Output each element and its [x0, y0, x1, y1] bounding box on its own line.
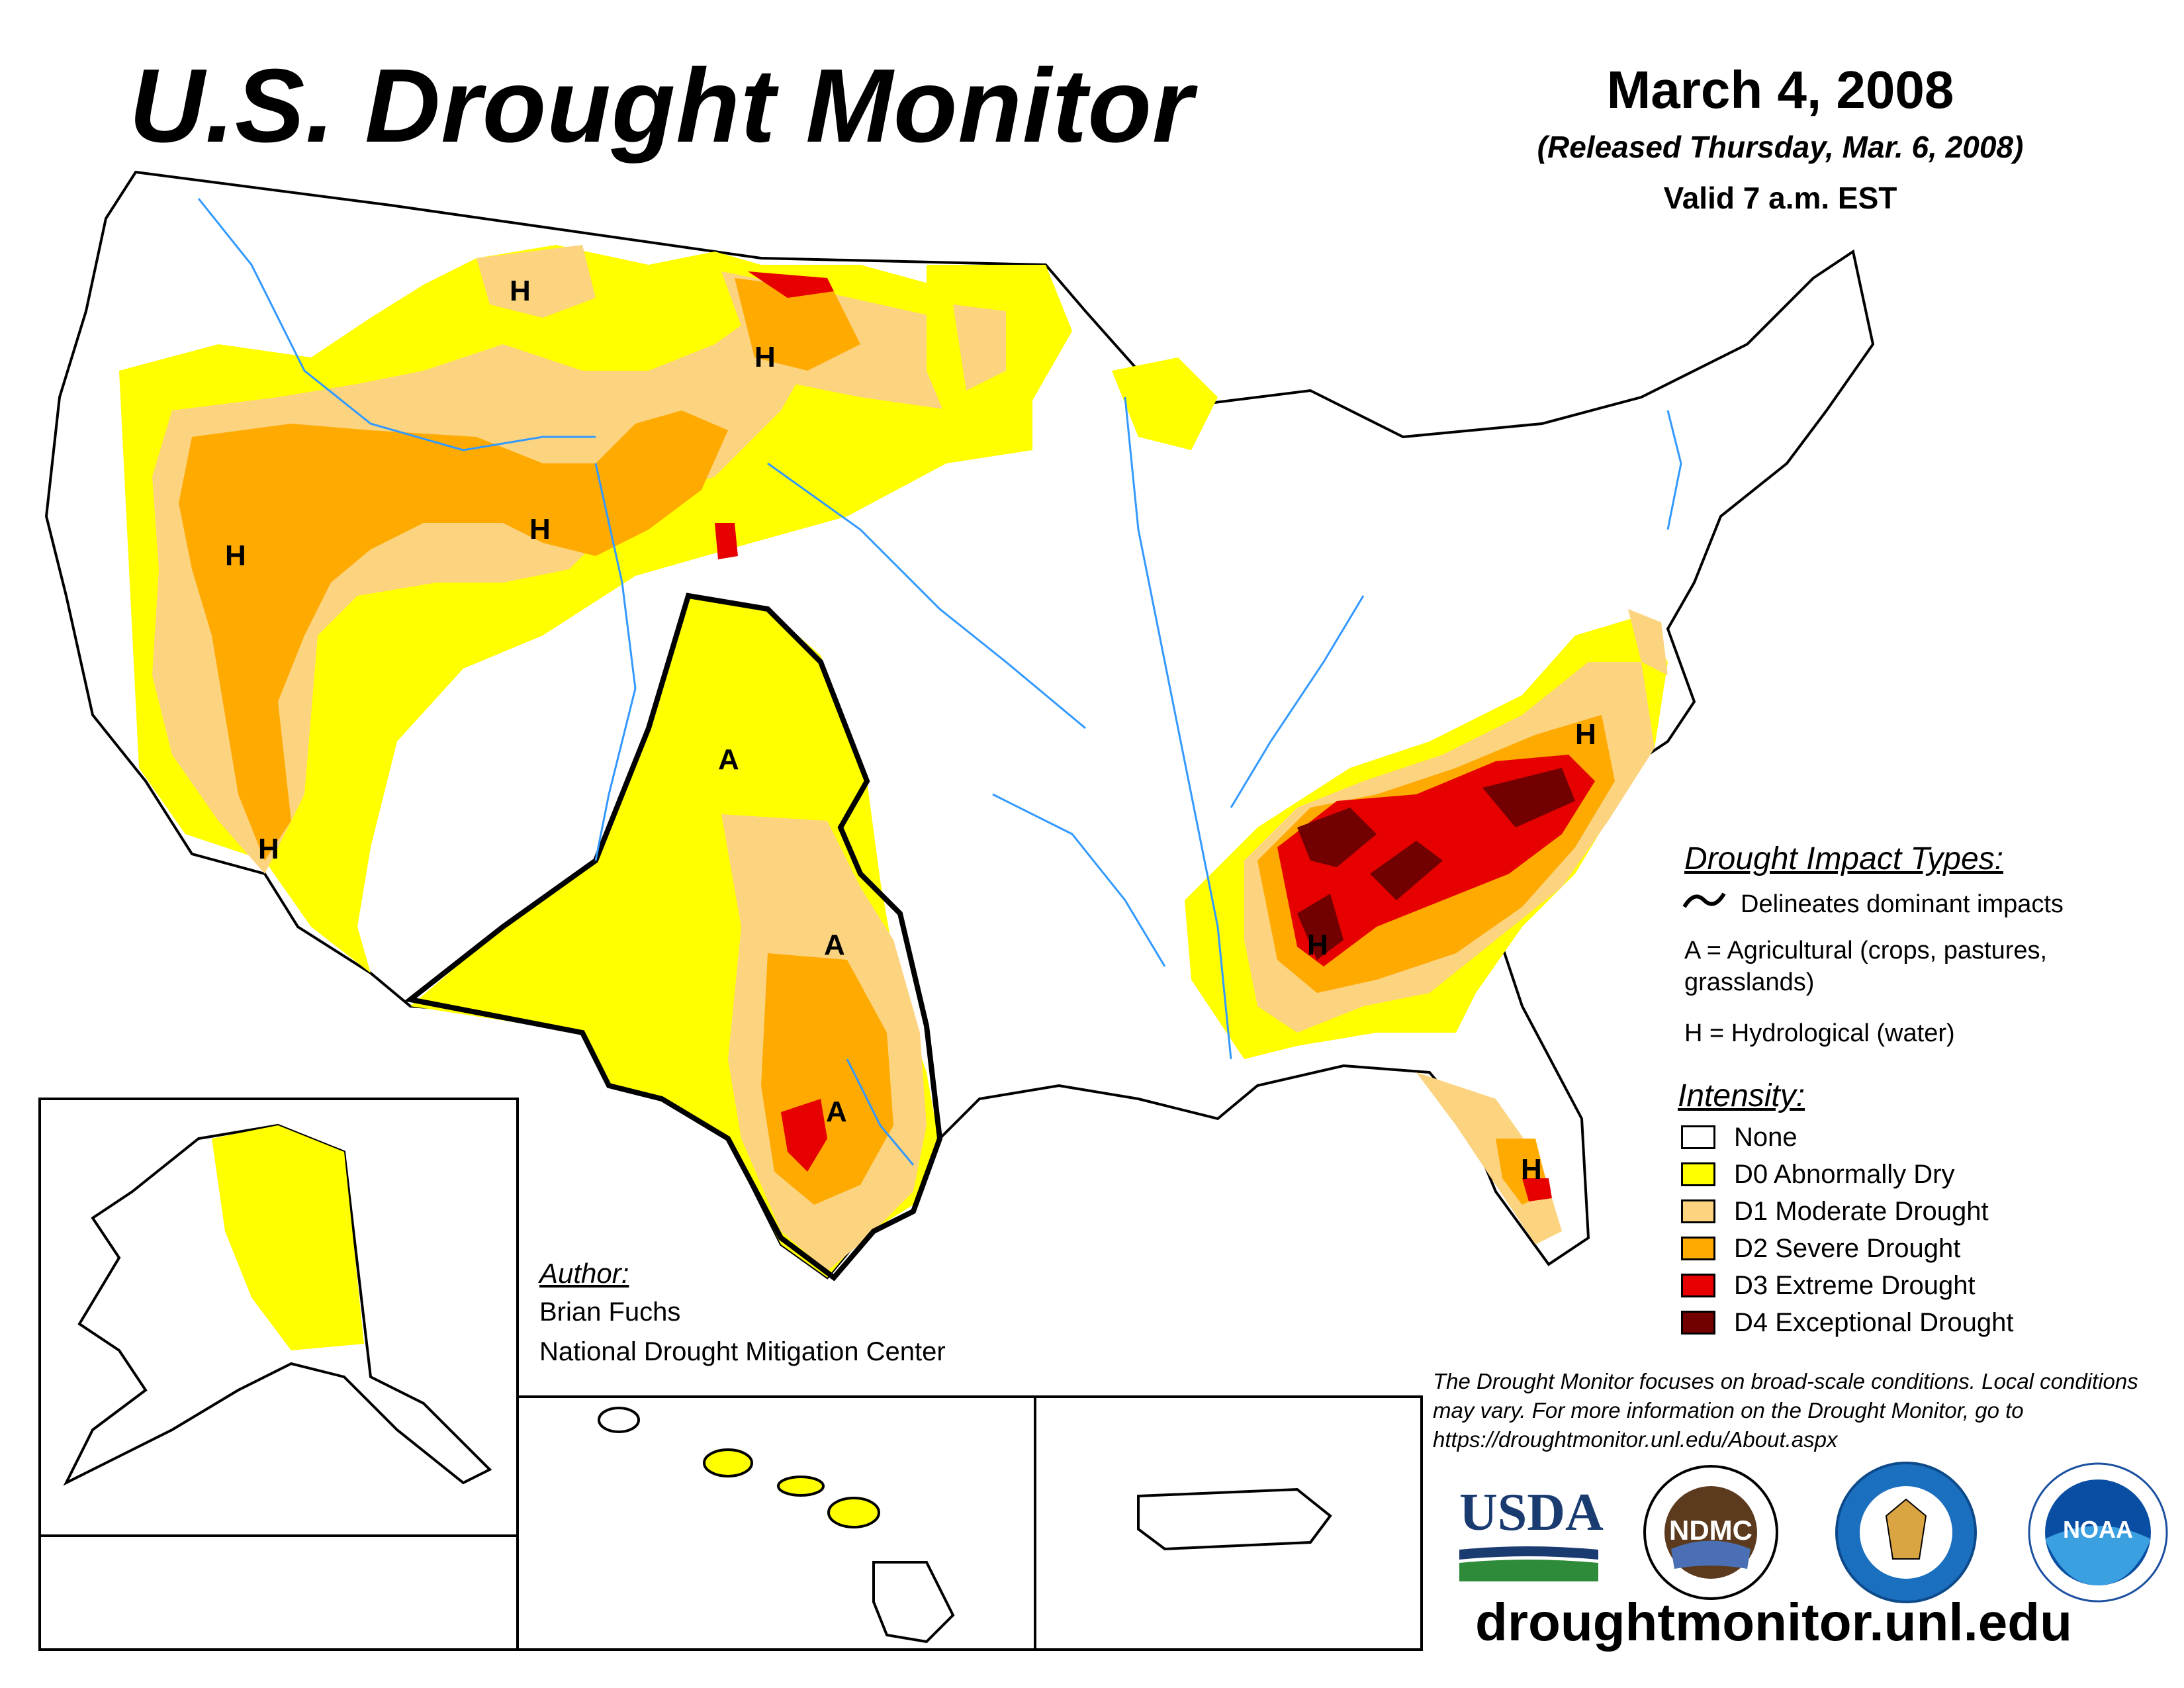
map-label-h: H	[1575, 718, 1596, 751]
agricultural-label: A = Agricultural (crops, pastures,	[1684, 937, 2048, 964]
intensity-heading: Intensity:	[1678, 1078, 1805, 1113]
intensity-swatch	[1681, 1274, 1715, 1297]
map-label-h: H	[754, 341, 776, 373]
drought-d3-north	[748, 271, 834, 298]
usda-logo-text: USDA	[1459, 1483, 1604, 1542]
rivers	[197, 198, 1682, 1166]
map-label-a: A	[718, 743, 739, 776]
usda-logo-swoosh	[1459, 1546, 1598, 1581]
drought-d1-northdakota	[953, 305, 1006, 391]
usda-logo: USDA	[1459, 1483, 1604, 1582]
intensity-label: D2 Severe Drought	[1734, 1234, 1961, 1263]
author-heading: Author:	[539, 1258, 629, 1289]
map-label-h: H	[510, 275, 531, 307]
drought-d2-north	[735, 278, 860, 371]
drought-d3-florida	[1522, 1178, 1552, 1201]
intensity-swatch	[1681, 1311, 1715, 1335]
map-label-h: H	[529, 513, 551, 545]
release-date: (Released Thursday, Mar. 6, 2008)	[1537, 130, 2024, 164]
agricultural-label-cont: grasslands)	[1684, 968, 1815, 996]
noaa-logo-seal	[2028, 1462, 2168, 1603]
map-label-a: A	[826, 1096, 847, 1128]
ndmc-logo-text: NDMC	[1669, 1515, 1752, 1546]
impact-boundary-line	[404, 592, 943, 1282]
intensity-label: D3 Extreme Drought	[1734, 1271, 1976, 1300]
intensity-label: D1 Moderate Drought	[1734, 1197, 1989, 1226]
map-label-h: H	[258, 833, 279, 865]
ndmc-logo: NDMC	[1641, 1463, 1780, 1602]
website-url[interactable]: droughtmonitor.unl.edu	[1475, 1593, 2073, 1652]
alaska-d0	[212, 1125, 364, 1350]
author-name: Brian Fuchs	[539, 1297, 681, 1327]
noaa-logo-text: NOAA	[2063, 1516, 2133, 1543]
delineates-line-icon	[1682, 892, 1726, 908]
map-label-h: H	[1521, 1153, 1542, 1186]
valid-time: Valid 7 a.m. EST	[1663, 181, 1897, 215]
puertorico-outline	[1137, 1487, 1332, 1551]
intensity-label: None	[1734, 1123, 1797, 1152]
intensity-label: D0 Abnormally Dry	[1734, 1160, 1955, 1189]
noaa-logo: NOAA	[2025, 1460, 2171, 1605]
map-date: March 4, 2008	[1606, 60, 1954, 119]
drought-d3-wyoming	[715, 523, 738, 559]
ndmc-logo-seal	[1643, 1465, 1778, 1600]
map-label-h: H	[1307, 929, 1328, 961]
intensity-swatch	[1681, 1125, 1715, 1149]
drought-d2-west	[179, 410, 728, 861]
map-label-a: A	[824, 929, 845, 961]
drought-d2-montana	[477, 245, 596, 318]
hawaii-inset-frame	[516, 1395, 1036, 1651]
drought-d3-texas	[781, 1099, 827, 1172]
drought-d4-southeast	[1297, 768, 1575, 960]
page-title: U.S. Drought Monitor	[129, 48, 1194, 164]
disclaimer-note: The Drought Monitor focuses on broad-sca…	[1433, 1369, 2138, 1452]
hydrological-label: H = Hydrological (water)	[1684, 1019, 1955, 1047]
intensity-label: D4 Exceptional Drought	[1734, 1308, 2014, 1337]
drought-d0-michigan	[1112, 357, 1218, 450]
author-organization: National Drought Mitigation Center	[539, 1337, 946, 1366]
hawaii-islands	[598, 1407, 955, 1644]
map-label-h: H	[225, 539, 246, 572]
commerce-logo	[1835, 1462, 1977, 1603]
intensity-swatch	[1681, 1237, 1715, 1260]
intensity-swatch	[1681, 1199, 1715, 1223]
drought-d0-maryland	[1628, 609, 1668, 675]
impact-types-heading: Drought Impact Types:	[1684, 841, 2003, 876]
intensity-swatch	[1681, 1162, 1715, 1186]
delineates-label: Delineates dominant impacts	[1741, 890, 2064, 918]
